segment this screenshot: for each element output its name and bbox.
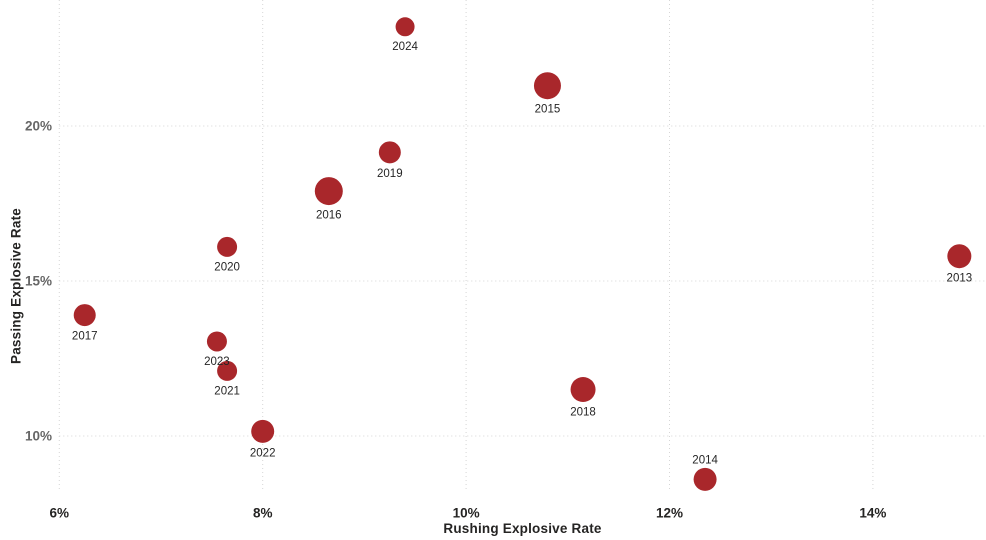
data-point-label-2018: 2018 <box>570 407 596 419</box>
x-tick-label-6%: 6% <box>50 506 70 521</box>
y-tick-label-10%: 10% <box>25 429 52 444</box>
data-point-2014[interactable] <box>693 467 717 491</box>
data-point-label-2022: 2022 <box>250 447 276 459</box>
data-point-label-2021: 2021 <box>214 385 240 397</box>
y-tick-label-15%: 15% <box>25 274 52 289</box>
data-point-2019[interactable] <box>378 141 401 164</box>
data-point-2023[interactable] <box>206 331 227 352</box>
data-point-2015[interactable] <box>533 72 561 100</box>
x-tick-label-8%: 8% <box>253 506 273 521</box>
x-tick-label-14%: 14% <box>859 506 886 521</box>
data-point-2022[interactable] <box>251 419 275 443</box>
x-axis-title: Rushing Explosive Rate <box>443 521 602 536</box>
y-axis-title: Passing Explosive Rate <box>8 208 24 364</box>
x-tick-label-12%: 12% <box>656 506 683 521</box>
data-point-2021[interactable] <box>217 360 238 381</box>
data-point-2017[interactable] <box>73 304 96 327</box>
data-point-2020[interactable] <box>217 236 238 257</box>
data-point-label-2013: 2013 <box>947 273 973 285</box>
data-point-2024[interactable] <box>395 17 415 37</box>
data-point-label-2016: 2016 <box>316 210 342 222</box>
data-point-2016[interactable] <box>314 177 343 206</box>
data-point-2013[interactable] <box>947 244 972 269</box>
data-point-label-2015: 2015 <box>535 104 561 116</box>
data-point-label-2023: 2023 <box>204 356 230 368</box>
x-tick-label-10%: 10% <box>453 506 480 521</box>
y-tick-label-20%: 20% <box>25 119 52 134</box>
data-point-2018[interactable] <box>570 377 596 402</box>
data-point-label-2024: 2024 <box>392 41 418 53</box>
data-point-label-2019: 2019 <box>377 168 403 180</box>
data-point-label-2014: 2014 <box>692 454 718 466</box>
data-point-label-2020: 2020 <box>214 261 240 273</box>
data-point-label-2017: 2017 <box>72 331 98 343</box>
